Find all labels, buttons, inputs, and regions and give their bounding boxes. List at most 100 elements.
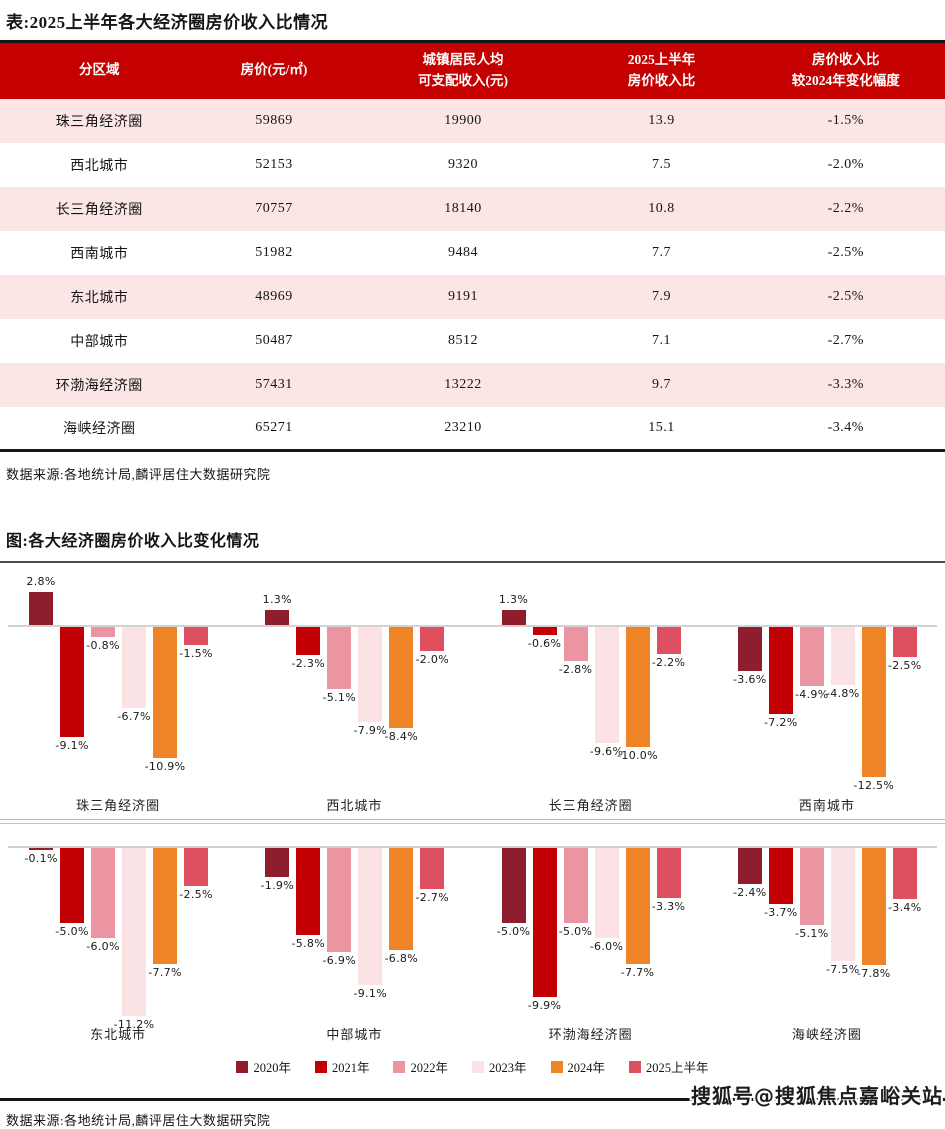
bar-series-4 [625, 848, 650, 964]
value-cell: 23210 [444, 420, 482, 436]
category-label: 东北城市 [90, 1027, 147, 1043]
bar-series-0 [29, 591, 53, 626]
value-cell: -2.5% [827, 244, 864, 260]
category-label: 西北城市 [326, 798, 383, 814]
bar-value-label: -1.5% [179, 647, 213, 661]
bar-series-1 [296, 848, 321, 936]
value-cell: 52153 [255, 156, 293, 172]
bar-value-label: -6.7% [117, 709, 151, 723]
column-header-3: 2025上半年 房价收入比 [576, 41, 747, 99]
bar-value-label: 2.8% [26, 574, 56, 588]
value-cell: 9191 [448, 288, 479, 304]
bar-series-2 [327, 627, 352, 689]
legend-label: 2020年 [253, 1061, 291, 1076]
bar-value-label: -2.5% [888, 659, 922, 673]
chart-row-1: 2.8% -9.1% -0.8% -6.7% -10.9% -1.5% 珠三角经济圈 1.3%… [0, 563, 945, 819]
value-cell: 7.7 [651, 244, 671, 260]
bar-value-label: -0.1% [24, 851, 58, 865]
value-cell: -1.5% [827, 112, 864, 128]
bar-series-3 [122, 848, 146, 1017]
legend-swatch-icon [236, 1060, 249, 1073]
bar-value-label: -5.1% [322, 690, 356, 704]
legend-item-4: 2024年 [550, 1057, 606, 1076]
legend-item-1: 2021年 [314, 1057, 369, 1076]
bar-value-label: -8.4% [384, 730, 418, 744]
category-label: 西南城市 [798, 798, 855, 814]
bar-series-5 [420, 848, 445, 889]
value-cell: -2.7% [827, 332, 864, 348]
zero-axis-line [8, 846, 937, 849]
legend-label: 2023年 [489, 1061, 527, 1076]
bar-value-label: -2.2% [651, 655, 686, 669]
legend-item-0: 2020年 [236, 1057, 291, 1076]
bar-series-0 [265, 848, 290, 877]
value-cell: 7.9 [651, 288, 671, 304]
bar-series-0 [265, 609, 290, 626]
value-cell: -2.0% [827, 156, 864, 172]
bar-value-label: -0.8% [86, 638, 120, 652]
bar-series-2 [327, 848, 352, 952]
value-cell: 48969 [255, 288, 293, 304]
value-cell: 18140 [444, 200, 482, 216]
bar-series-1 [768, 848, 793, 904]
region-cell: 环渤海经济圈 [55, 378, 143, 394]
bar-series-1 [532, 627, 557, 635]
bar-series-0 [29, 848, 53, 850]
category-label: 环渤海经济圈 [548, 1027, 633, 1043]
bar-value-label: -10.9% [144, 760, 186, 774]
bar-series-0 [501, 609, 526, 626]
bar-series-4 [153, 627, 177, 759]
bar-series-1 [60, 848, 84, 924]
table-row: 西南城市 51982 9484 7.7 -2.5% [0, 230, 945, 275]
region-cell: 东北城市 [70, 290, 129, 306]
bar-series-4 [861, 627, 886, 778]
bar-value-label: 1.3% [262, 592, 292, 606]
bar-series-3 [358, 848, 383, 985]
bar-value-label: -6.9% [322, 953, 356, 967]
bar-value-label: -5.1% [795, 926, 829, 940]
mini-chart-5: -1.9% -5.8% -6.9% -9.1% -6.8% -2.7% 中部城市 [236, 824, 472, 1048]
legend-label: 2025上半年 [646, 1061, 709, 1076]
table-row: 长三角经济圈 70757 18140 10.8 -2.2% [0, 186, 945, 231]
region-cell: 西北城市 [70, 158, 129, 174]
bar-value-label: -7.2% [764, 715, 798, 729]
bar-value-label: -7.7% [148, 965, 182, 979]
bar-series-2 [563, 848, 588, 924]
bar-series-1 [60, 627, 84, 737]
bar-value-label: -5.0% [558, 925, 593, 939]
bar-value-label: -3.4% [888, 901, 922, 915]
bar-value-label: -7.7% [620, 965, 655, 979]
bar-value-label: -3.6% [733, 672, 767, 686]
value-cell: 13.9 [648, 112, 675, 128]
bar-value-label: -5.0% [55, 925, 89, 939]
legend-swatch-icon [629, 1060, 642, 1073]
category-label: 海峡经济圈 [791, 1027, 862, 1043]
watermark: 搜狐号@搜狐焦点嘉峪关站 [691, 1084, 943, 1108]
zero-axis-line [8, 625, 937, 628]
mini-chart-1: 1.3% -2.3% -5.1% -7.9% -8.4% -2.0% 西北城市 [236, 563, 472, 819]
bar-series-5 [184, 848, 208, 886]
bar-series-3 [122, 627, 146, 708]
bar-value-label: -2.7% [415, 890, 449, 904]
value-cell: 57431 [255, 376, 293, 392]
legend-item-2: 2022年 [393, 1057, 448, 1076]
category-label: 珠三角经济圈 [76, 798, 161, 814]
mini-chart-4: -0.1% -5.0% -6.0% -11.2% -7.7% -2.5% 东北城市 [0, 824, 236, 1048]
value-cell: -2.5% [827, 288, 864, 304]
bar-value-label: -11.2% [113, 1018, 155, 1032]
value-cell: 65271 [255, 420, 293, 436]
bar-value-label: -7.8% [857, 967, 891, 981]
bar-series-2 [563, 627, 588, 661]
value-cell: 59869 [255, 112, 293, 128]
value-cell: 9.7 [651, 376, 671, 392]
bar-value-label: -9.6% [589, 744, 624, 758]
table-row: 珠三角经济圈 59869 19900 13.9 -1.5% [0, 98, 945, 143]
chart-source-note: 数据来源:各地统计局,麟评居住大数据研究院 [6, 1113, 271, 1129]
category-label: 长三角经济圈 [548, 798, 633, 814]
bar-series-3 [358, 627, 383, 723]
value-cell: 8512 [448, 332, 479, 348]
bar-series-1 [532, 848, 557, 997]
legend-label: 2024年 [567, 1061, 606, 1076]
legend-label: 2022年 [410, 1061, 448, 1076]
mini-chart-7: -2.4% -3.7% -5.1% -7.5% -7.8% -3.4% 海峡经济圈 [709, 824, 945, 1048]
